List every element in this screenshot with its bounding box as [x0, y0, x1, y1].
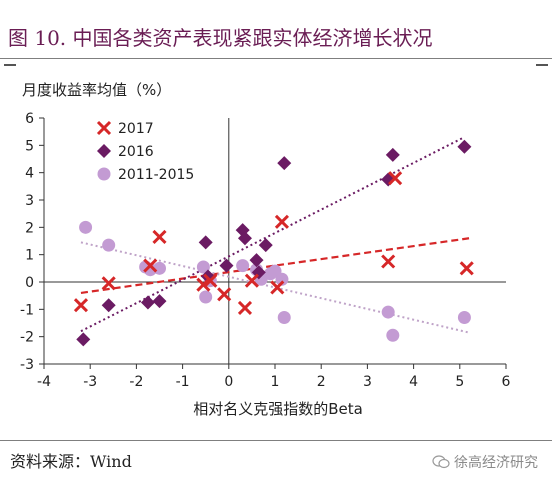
- point-2016: [385, 147, 400, 162]
- point-2017: [381, 254, 396, 269]
- x-tick-label: 1: [271, 374, 280, 390]
- x-tick-label: -2: [129, 374, 143, 390]
- point-2017: [270, 280, 285, 295]
- y-tick-label: 5: [25, 138, 34, 154]
- y-tick-label: 1: [25, 248, 34, 264]
- y-tick-label: 4: [25, 166, 34, 182]
- wechat-icon: [432, 455, 450, 469]
- point-2017: [203, 273, 218, 288]
- scatter-chart: 月度收益率均值（%） -4 -3 -2 -1 0 1 2 3 4 5 6-3-2-101234562…: [20, 81, 511, 418]
- y-tick-label: 2: [25, 220, 34, 236]
- legend-marker-2016: [97, 144, 111, 158]
- point-2016: [140, 295, 155, 310]
- point-2017: [143, 258, 158, 273]
- point-2016: [249, 253, 264, 268]
- point-2011-2015: [275, 272, 289, 286]
- point-2017: [274, 214, 289, 229]
- figure-title: 图 10. 中国各类资产表现紧跟实体经济增长状况: [8, 26, 433, 50]
- y-tick-label: 6: [25, 111, 34, 127]
- x-tick-label: 6: [502, 374, 511, 390]
- point-2017: [237, 300, 253, 316]
- point-2011-2015: [386, 328, 400, 342]
- legend-label-2017: 2017: [118, 121, 154, 137]
- y-tick-label: -3: [20, 357, 34, 373]
- point-2017: [101, 276, 116, 291]
- point-2016: [251, 265, 266, 280]
- point-2011-2015: [236, 259, 250, 273]
- point-2016: [101, 298, 116, 313]
- point-2011-2015: [457, 311, 471, 325]
- point-2016: [76, 332, 91, 347]
- watermark: 徐高经济研究: [432, 452, 538, 472]
- x-tick-label: 5: [455, 374, 464, 390]
- point-2016: [277, 156, 292, 171]
- x-tick-label: 0: [224, 374, 233, 390]
- point-2016: [152, 294, 167, 309]
- point-2011-2015: [381, 305, 395, 319]
- title-divider: [0, 58, 552, 66]
- point-2011-2015: [277, 311, 291, 325]
- watermark-text: 徐高经济研究: [454, 455, 538, 471]
- legend-marker-2017: [96, 120, 112, 136]
- point-2017: [196, 277, 211, 292]
- legend-marker-2011-2015: [97, 167, 111, 181]
- point-2017: [217, 287, 232, 302]
- x-axis-title: 相对名义克强指数的Beta: [193, 400, 363, 418]
- footer-divider: [0, 440, 552, 441]
- x-tick-label: -3: [83, 374, 97, 390]
- point-2017: [459, 261, 474, 276]
- point-2016: [457, 139, 472, 154]
- legend-label-2016: 2016: [118, 144, 154, 160]
- point-2017: [152, 229, 167, 244]
- x-tick-label: 2: [317, 374, 326, 390]
- plot-area: -4 -3 -2 -1 0 1 2 3 4 5 6-3-2-10123456201720162011…: [20, 111, 511, 390]
- point-2011-2015: [102, 238, 116, 252]
- point-2017: [244, 273, 259, 288]
- trendline-2011-2015: [80, 241, 470, 334]
- point-2017: [388, 171, 403, 186]
- x-tick-label: -1: [176, 374, 190, 390]
- y-tick-label: 0: [25, 275, 34, 291]
- x-tick-label: 3: [363, 374, 372, 390]
- y-axis-title: 月度收益率均值（%）: [22, 81, 171, 99]
- point-2016: [237, 231, 252, 246]
- source-note: 资料来源：Wind: [10, 452, 132, 471]
- x-tick-label: -4: [37, 374, 51, 390]
- point-2011-2015: [196, 260, 210, 274]
- y-tick-label: 3: [25, 193, 34, 209]
- y-tick-label: -2: [20, 330, 34, 346]
- point-2011-2015: [79, 220, 93, 234]
- point-2016: [219, 258, 234, 273]
- legend-label-2011-2015: 2011-2015: [118, 167, 194, 183]
- y-tick-label: -1: [20, 302, 34, 318]
- point-2017: [73, 298, 89, 313]
- point-2016: [258, 238, 273, 253]
- point-2016: [198, 235, 213, 250]
- x-tick-label: 4: [409, 374, 418, 390]
- point-2011-2015: [199, 290, 213, 304]
